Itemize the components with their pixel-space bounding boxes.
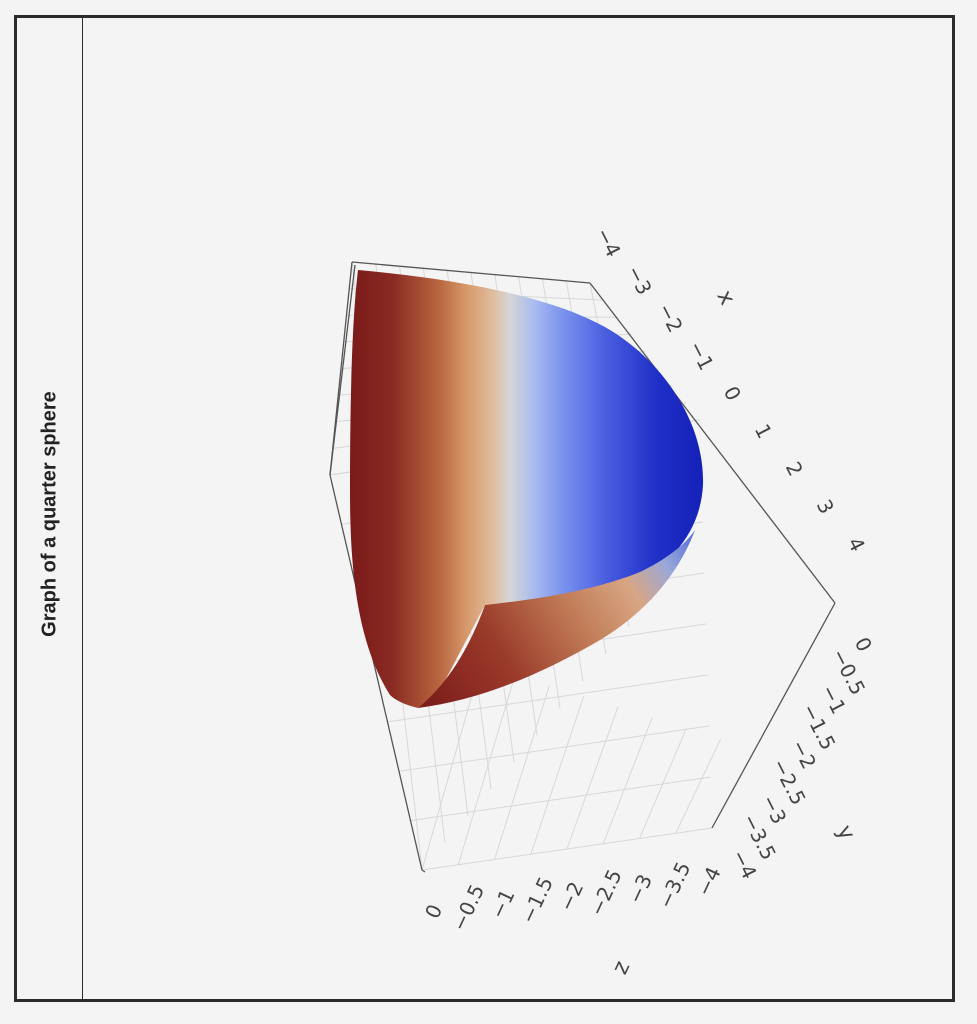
grid-line-floor: [421, 664, 482, 871]
x-tick-label: −1: [684, 337, 719, 374]
x-tick-label: 3: [812, 495, 839, 517]
grid-line-floor: [675, 738, 722, 834]
y-tick-label: 0: [850, 633, 877, 655]
grid-line-floor: [530, 696, 585, 855]
z-tick-label: −1.5: [516, 873, 558, 927]
axis-edge-left-lower: [329, 474, 423, 871]
x-tick-label: 2: [781, 458, 808, 480]
z-tick-label: −4: [692, 863, 726, 900]
axis-edge-left-back: [329, 264, 356, 476]
z-tick-label: −0.5: [447, 881, 489, 935]
grid-line-z: [387, 674, 708, 723]
x-tick-label: −2: [653, 299, 688, 336]
x-tick-label: 4: [843, 533, 870, 555]
axis-edge-top: [351, 261, 591, 284]
z-tick-label: −1: [485, 885, 519, 922]
y-axis-title: y: [831, 821, 859, 844]
x-axis-title: x: [711, 286, 739, 309]
z-tick-label: −3: [623, 870, 657, 907]
sphere-outer-surface: [350, 270, 704, 708]
grid-line-floor: [494, 685, 550, 860]
x-tick-label: 0: [719, 382, 746, 404]
z-tick-label: 0: [420, 901, 447, 923]
z-tick-label: −2.5: [584, 866, 626, 920]
title-strip: Graph of a quarter sphere: [17, 18, 83, 999]
sphere-cut-face: [418, 530, 695, 708]
axis-edge-z: [421, 869, 426, 873]
axis-edge-y: [711, 602, 836, 829]
x-tick-label: −4: [591, 224, 626, 261]
grid-line-floor: [566, 706, 619, 850]
grid-line-floor: [602, 717, 653, 844]
grid-line-z: [410, 776, 711, 822]
axis-lines: [329, 261, 836, 873]
axis-edge-x: [589, 282, 836, 604]
z-axis-title: z: [608, 957, 636, 978]
quarter-sphere-surface: [350, 270, 704, 708]
x-tick-label: 1: [750, 420, 777, 442]
x-tick-label: −3: [622, 261, 657, 298]
grid-line-z: [398, 725, 710, 772]
z-tick-label: −3.5: [653, 858, 695, 912]
z-tick-label: −2: [554, 878, 588, 915]
grid-line-floor: [639, 727, 687, 839]
grid-line-floor: [457, 674, 516, 865]
